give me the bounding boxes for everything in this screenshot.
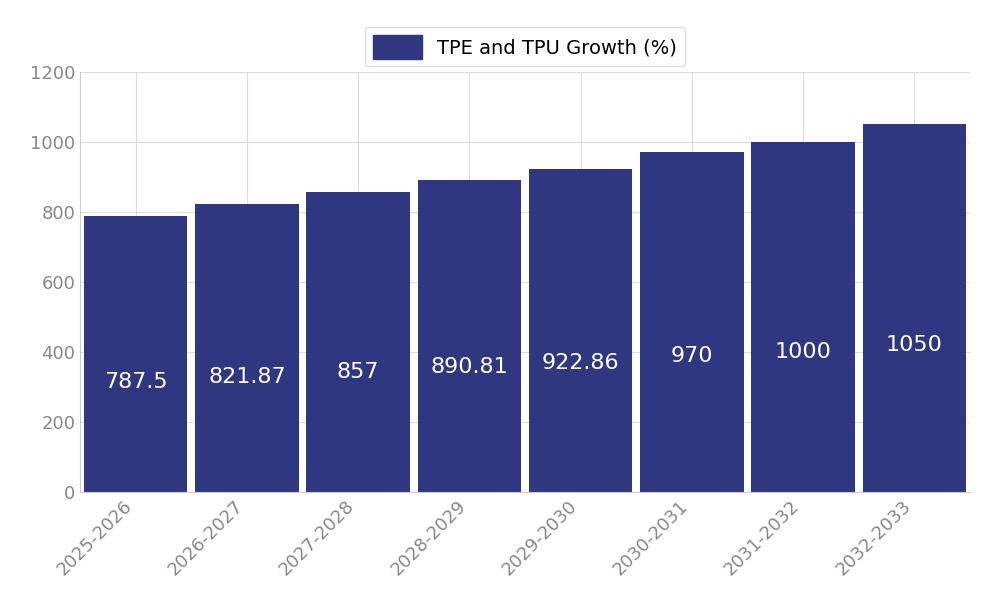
Bar <box>418 180 521 492</box>
Text: 821.87: 821.87 <box>208 367 286 387</box>
Bar <box>195 205 299 492</box>
Bar <box>84 217 187 492</box>
Bar <box>751 142 855 492</box>
Bar <box>529 169 632 492</box>
Text: 1000: 1000 <box>775 342 832 362</box>
Bar <box>863 124 966 492</box>
Text: 890.81: 890.81 <box>430 357 508 377</box>
Text: 922.86: 922.86 <box>542 353 619 373</box>
Text: 1050: 1050 <box>886 335 943 355</box>
Bar <box>640 152 744 492</box>
Text: 787.5: 787.5 <box>104 372 167 392</box>
Bar <box>306 192 410 492</box>
Legend: TPE and TPU Growth (%): TPE and TPU Growth (%) <box>365 27 685 67</box>
Text: 970: 970 <box>671 346 713 366</box>
Text: 857: 857 <box>337 362 379 382</box>
